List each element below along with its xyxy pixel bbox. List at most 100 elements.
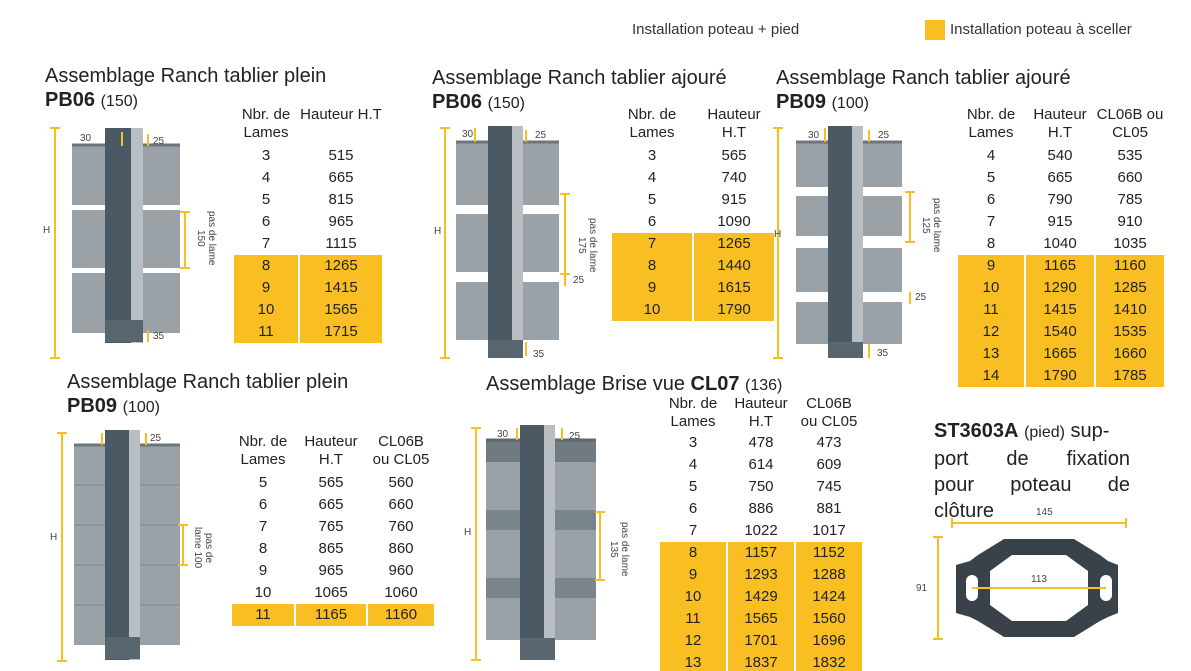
block1-dim-35: 35 <box>153 331 165 342</box>
block3-pas-label: pas de lame 125 <box>920 197 942 253</box>
support-line4: clôture <box>934 500 995 522</box>
block3-h-label: H <box>774 229 782 240</box>
table-cell: 1160 <box>368 604 434 626</box>
block1-title: Assemblage Ranch tablier plein PB06 (150… <box>45 64 326 114</box>
legend-poteau-sceller: Installation poteau à sceller <box>950 21 1132 38</box>
block3-header-lames: Nbr. de Lames <box>966 106 1016 141</box>
table-cell: 1165 <box>296 604 366 626</box>
table-cell: 10 <box>612 299 692 321</box>
table-cell: 535 <box>1117 147 1143 164</box>
table-cell: 6 <box>258 496 268 513</box>
block3-title: Assemblage Ranch tablier ajouré PB09 (10… <box>776 66 1071 116</box>
table-cell: 13 <box>958 343 1024 365</box>
support-dim-145: 145 <box>1036 507 1053 518</box>
table-cell: 11 <box>234 321 298 343</box>
table-cell: 5 <box>258 474 268 491</box>
table-cell: 9 <box>958 255 1024 277</box>
table-cell: 6 <box>986 191 996 208</box>
table-cell: 5 <box>261 191 271 208</box>
table-cell: 10 <box>958 277 1024 299</box>
support-dim-113: 113 <box>1031 574 1047 585</box>
block1-table: 3 515 4 665 5 815 6 965 7 1115 8 1265 9 1415 10 1565 11 1… <box>234 145 382 343</box>
table-cell: 7 <box>612 233 692 255</box>
table-cell: 5 <box>986 169 996 186</box>
block5-table: 3 478 473 4 614 609 5 750 745 6 886 881 7 1022 1017 8 11… <box>660 432 862 671</box>
block5-header-hauteur: Hauteur H.T <box>734 395 788 430</box>
table-cell: 10 <box>254 584 272 601</box>
table-cell: 660 <box>1117 169 1143 186</box>
legend-swatch <box>925 20 945 40</box>
table-cell: 7 <box>261 235 271 252</box>
table-cell: 1157 <box>728 542 794 564</box>
block1-diagram <box>50 127 190 359</box>
block5-dim-30: 30 <box>497 429 509 440</box>
block2-h-label: H <box>434 226 442 237</box>
block4-title: Assemblage Ranch tablier plein PB09 (100… <box>67 370 348 420</box>
table-cell: 5 <box>647 191 657 208</box>
table-cell: 1265 <box>300 255 382 277</box>
table-cell: 13 <box>660 652 726 671</box>
table-cell: 1790 <box>1026 365 1094 387</box>
support-bracket-diagram <box>933 518 1127 640</box>
table-cell: 8 <box>612 255 692 277</box>
block2-dim-25-gap: 25 <box>573 275 585 286</box>
block4-header-hauteur: Hauteur H.T <box>304 433 358 468</box>
table-cell: 660 <box>388 496 414 513</box>
table-cell: 8 <box>234 255 298 277</box>
table-cell: 1660 <box>1096 343 1164 365</box>
table-cell: 1060 <box>384 584 418 601</box>
table-cell: 1565 <box>300 299 382 321</box>
block4-diagram <box>57 430 188 662</box>
block2-header-lames: Nbr. de Lames <box>627 106 677 141</box>
table-cell: 11 <box>958 299 1024 321</box>
block1-dim-25: 25 <box>153 136 165 147</box>
block3-diagram <box>773 126 915 359</box>
block1-h-label: H <box>43 225 51 236</box>
table-cell: 12 <box>958 321 1024 343</box>
table-cell: 1837 <box>728 652 794 671</box>
block3-title-line1: Assemblage Ranch tablier ajouré <box>776 67 1071 89</box>
block5-pas-label: pas de lame 135 <box>608 521 630 577</box>
legend-poteau-pied: Installation poteau + pied <box>632 21 800 38</box>
table-cell: 4 <box>688 456 698 473</box>
table-cell: 915 <box>1047 213 1073 230</box>
table-cell: 6 <box>261 213 271 230</box>
table-cell: 11 <box>232 604 294 626</box>
table-cell: 1288 <box>796 564 862 586</box>
block5-title: Assemblage Brise vue CL07 (136) <box>486 373 783 395</box>
block2-table: 3 565 4 740 5 915 6 1090 7 1265 8 1440 9 1615 10 1790 <box>612 145 774 321</box>
table-cell: 1415 <box>300 277 382 299</box>
table-cell: 1415 <box>1026 299 1094 321</box>
table-cell: 3 <box>688 434 698 451</box>
table-cell: 1565 <box>728 608 794 630</box>
block3-dim-25-top: 25 <box>878 130 890 141</box>
table-cell: 1265 <box>694 233 774 255</box>
table-cell: 6 <box>688 500 698 517</box>
support-dim-91: 91 <box>916 583 928 594</box>
table-cell: 1065 <box>314 584 348 601</box>
support-line2: port de fixation <box>934 448 1130 470</box>
block1-title-line1: Assemblage Ranch tablier plein <box>45 65 327 87</box>
table-cell: 9 <box>660 564 726 586</box>
block3-header-cl: CL06B ou CL05 <box>1096 106 1164 141</box>
table-cell: 1429 <box>728 586 794 608</box>
table-cell: 785 <box>1117 191 1143 208</box>
table-cell: 609 <box>816 456 842 473</box>
table-cell: 1285 <box>1096 277 1164 299</box>
block2-title-line2: PB06 (150) <box>432 91 525 113</box>
block3-dim-30: 30 <box>808 130 820 141</box>
block2-dim-30: 30 <box>462 129 474 140</box>
table-cell: 886 <box>748 500 774 517</box>
table-cell: 1152 <box>796 542 862 564</box>
table-cell: 3 <box>261 147 271 164</box>
table-cell: 665 <box>1047 169 1073 186</box>
block4-table: 5 565 560 6 665 660 7 765 760 8 865 860 9 965 960 10 106… <box>232 472 434 626</box>
table-cell: 750 <box>748 478 774 495</box>
table-cell: 1035 <box>1113 235 1147 252</box>
table-cell: 9 <box>612 277 692 299</box>
block2-title-line1: Assemblage Ranch tablier ajouré <box>432 67 727 89</box>
block1-dim-30: 30 <box>80 133 92 144</box>
table-cell: 473 <box>816 434 842 451</box>
table-cell: 1017 <box>812 522 846 539</box>
table-cell: 1165 <box>1026 255 1094 277</box>
